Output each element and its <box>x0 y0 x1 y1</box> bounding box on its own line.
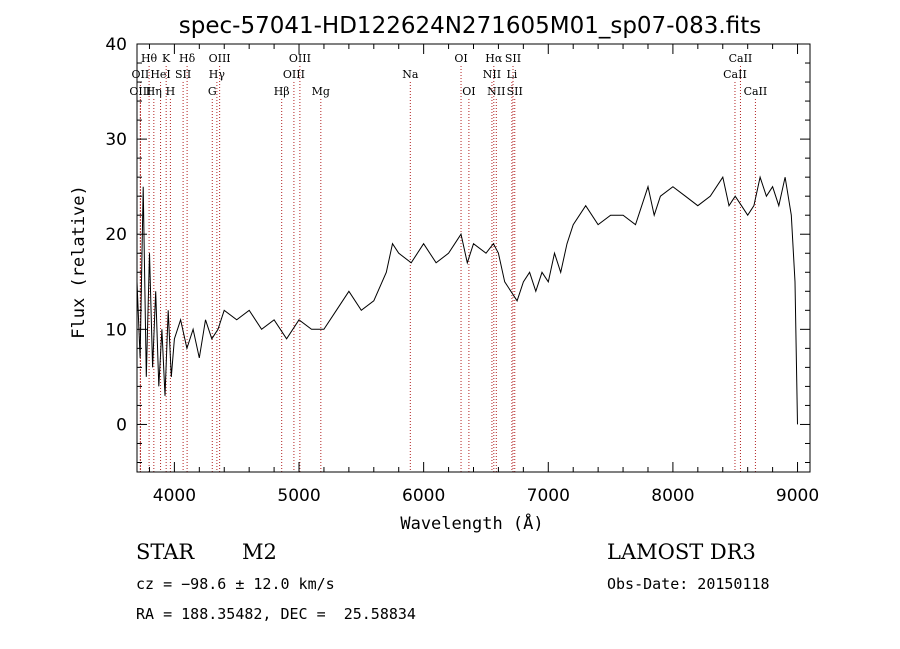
x-tick-label: 4000 <box>153 486 196 506</box>
spectral-line-label: OIII <box>129 85 151 98</box>
observation-date: Obs-Date: 20150118 <box>607 575 770 593</box>
y-tick-label: 30 <box>105 130 127 150</box>
spectral-line-label: Hα <box>485 52 503 65</box>
survey-name: LAMOST DR3 <box>607 540 756 564</box>
spectral-line-label: Hη <box>146 85 162 98</box>
spectral-line-label: Hγ <box>209 68 226 81</box>
redshift-cz: cz = −98.6 ± 12.0 km/s <box>136 575 335 593</box>
spectral-line-label: Na <box>402 68 419 81</box>
spectrum-series-line <box>136 175 798 425</box>
y-axis-label: Flux (relative) <box>69 185 89 339</box>
spectral-line-label: Mg <box>312 85 330 98</box>
x-tick-label: 6000 <box>402 486 445 506</box>
spectral-line-label: CaII <box>723 68 747 81</box>
x-tick-label: 7000 <box>527 486 570 506</box>
y-tick-label: 20 <box>105 225 127 245</box>
chart-title: spec-57041-HD122624N271605M01_sp07-083.f… <box>179 13 761 39</box>
x-axis-ticks: 4000 5000 6000 7000 8000 9000 <box>148 44 819 506</box>
spectral-line-label: H <box>166 85 176 98</box>
spectral-line-markers <box>139 66 756 472</box>
coordinates: RA = 188.35482, DEC = 25.58834 <box>136 605 416 623</box>
spectral-line-label: OI <box>462 85 475 98</box>
spectral-line-label: G <box>208 85 217 98</box>
object-subclass: M2 <box>242 540 277 564</box>
spectral-line-label: OIII <box>209 52 231 65</box>
y-tick-label: 10 <box>105 320 127 340</box>
spectral-line-label: OIII <box>283 68 305 81</box>
spectral-line-label: CaII <box>744 85 768 98</box>
spectral-line-label: Hθ <box>141 52 158 65</box>
spectral-line-label: HeI <box>150 68 170 81</box>
spectral-line-label: NII <box>487 85 505 98</box>
spectral-line-label: SII <box>175 68 191 81</box>
spectral-line-label: Hβ <box>274 85 290 98</box>
spectral-line-label: Li <box>506 68 517 81</box>
spectral-line-label: SII <box>505 52 521 65</box>
spectral-line-label: OIII <box>289 52 311 65</box>
spectral-line-label: K <box>162 52 171 65</box>
x-axis-label: Wavelength (Å) <box>400 512 543 534</box>
y-tick-label: 0 <box>116 415 127 435</box>
y-axis-ticks: 0 10 20 30 40 <box>105 35 810 463</box>
x-tick-label: 8000 <box>651 486 694 506</box>
plot-frame <box>136 43 811 473</box>
spectral-line-label: OII <box>132 68 150 81</box>
object-class: STAR <box>136 540 195 564</box>
spectrum-chart: spec-57041-HD122624N271605M01_sp07-083.f… <box>69 13 819 534</box>
spectral-line-label: SII <box>507 85 523 98</box>
x-tick-label: 5000 <box>277 486 320 506</box>
spectral-line-label: NII <box>483 68 501 81</box>
y-tick-label: 40 <box>105 35 127 55</box>
x-tick-label: 9000 <box>776 486 819 506</box>
spectral-line-label: OI <box>454 52 467 65</box>
spectral-line-label: Hδ <box>179 52 196 65</box>
spectral-line-labels: Hθ OII OIII K HeI Hη Hδ SII H OIII Hγ G OIII OIII Hβ Mg… <box>129 52 767 98</box>
spectral-line-label: CaII <box>729 52 753 65</box>
